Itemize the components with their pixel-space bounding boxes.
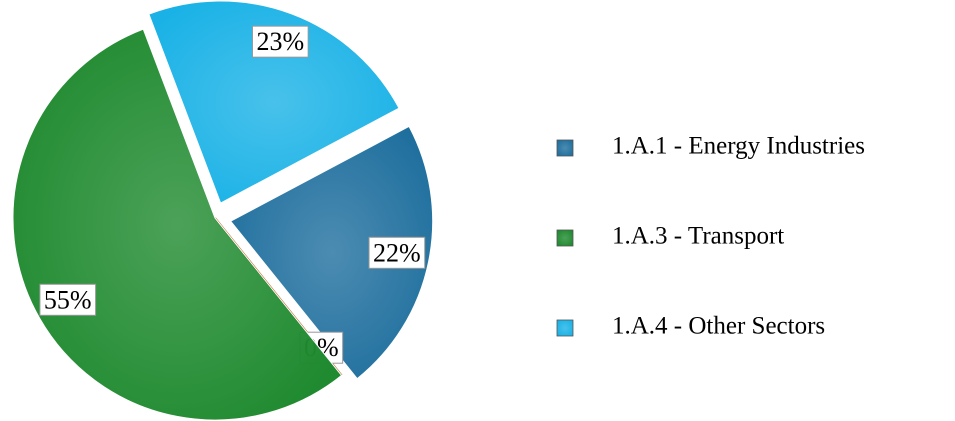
legend-marker [556,319,574,337]
pie-slice [12,28,343,421]
data-label: 22% [373,238,421,267]
data-label-box [251,25,309,58]
pie-slice [229,125,434,380]
data-label: 23% [256,27,304,56]
data-label-box [368,236,426,269]
data-label-box [39,283,97,316]
legend-label: 1.A.3 - Transport [612,223,784,250]
legend-label: 1.A.1 - Energy Industries [612,133,865,160]
pie-slice [148,0,400,204]
legend-marker [556,139,574,157]
data-label: 55% [44,285,92,314]
legend-label: 1.A.4 - Other Sectors [612,313,825,340]
legend-marker [556,229,574,247]
